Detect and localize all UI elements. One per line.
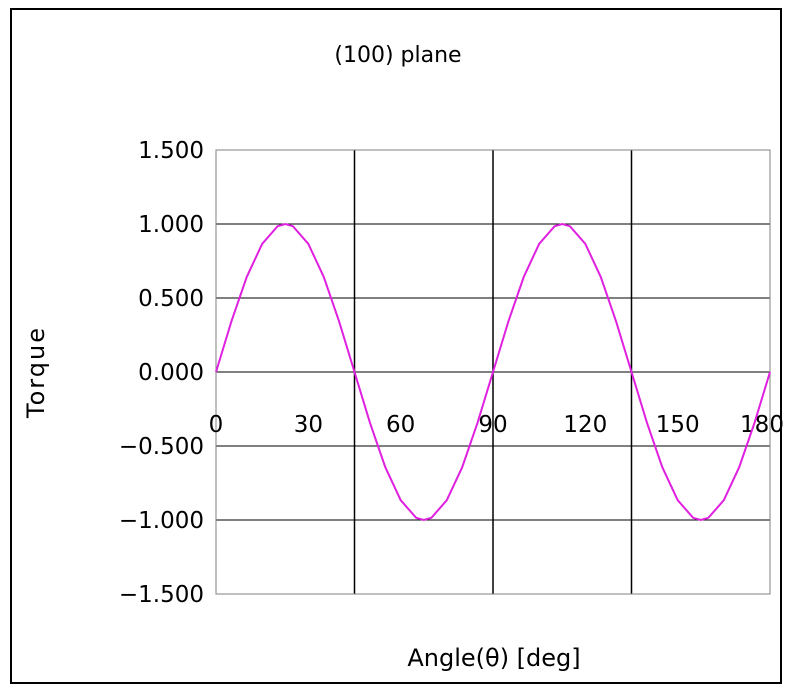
y-tick-label: 0.000 xyxy=(138,360,204,386)
x-tick-label: 120 xyxy=(563,412,607,438)
chart-frame xyxy=(10,8,782,684)
x-tick-label: 60 xyxy=(386,412,415,438)
x-tick-labels: 0 30 60 90 120 150 180 xyxy=(209,412,784,438)
x-tick-label: 150 xyxy=(656,412,700,438)
y-tick-label: 1.500 xyxy=(138,138,204,164)
chart-title: (100) plane xyxy=(334,43,461,68)
y-tick-label: 0.500 xyxy=(138,286,204,312)
y-tick-label: −0.500 xyxy=(119,434,204,460)
y-tick-label: 1.000 xyxy=(138,212,204,238)
x-tick-label: 30 xyxy=(294,412,323,438)
x-tick-label: 0 xyxy=(209,412,224,438)
torque-series-line xyxy=(215,222,771,522)
y-tick-labels: 1.500 1.000 0.500 0.000 −0.500 −1.000 −1.500 xyxy=(119,138,204,608)
x-tick-label: 90 xyxy=(478,412,507,438)
x-axis-label: Angle(θ) [deg] xyxy=(407,644,580,672)
y-tick-label: −1.500 xyxy=(119,582,204,608)
y-tick-label: −1.000 xyxy=(119,508,204,534)
x-tick-label: 180 xyxy=(740,412,784,438)
y-axis-label: Torque xyxy=(22,326,50,419)
